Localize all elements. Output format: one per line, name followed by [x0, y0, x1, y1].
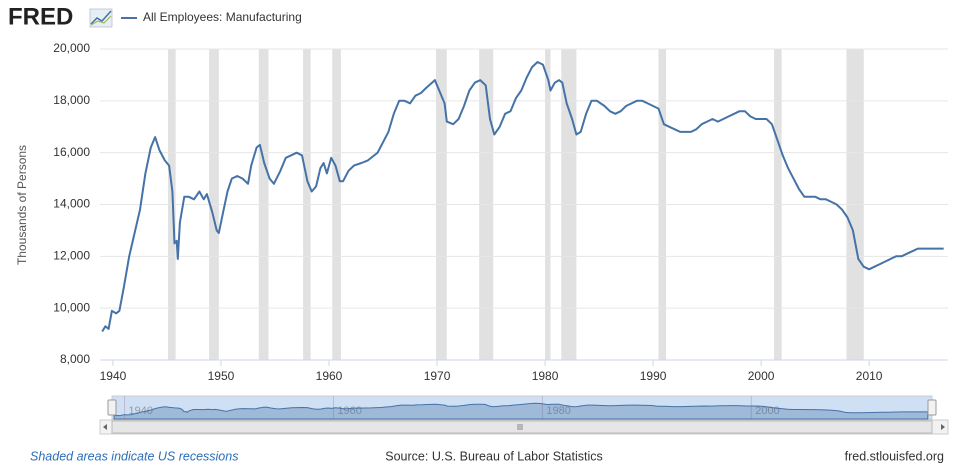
y-tick-label: 16,000: [53, 145, 90, 159]
x-tick-label: 1940: [100, 369, 127, 383]
logo: FRED: [8, 3, 73, 30]
recession-note[interactable]: Shaded areas indicate US recessions: [30, 449, 238, 463]
navigator-scrollbar[interactable]: [99, 419, 949, 435]
x-tick-label: 1960: [316, 369, 343, 383]
x-tick-label: 1990: [640, 369, 667, 383]
navigator-series: [113, 402, 929, 420]
y-tick-label: 20,000: [53, 41, 90, 55]
legend-label: All Employees: Manufacturing: [143, 10, 302, 24]
x-tick-label: 1970: [424, 369, 451, 383]
navigator-label: 1980: [546, 405, 570, 417]
y-axis-label: Thousands of Persons: [15, 145, 29, 265]
x-tick-label: 2010: [856, 369, 883, 383]
y-tick-label: 18,000: [53, 93, 90, 107]
navigator-handle[interactable]: [927, 399, 937, 416]
x-tick-label: 1980: [532, 369, 559, 383]
site-url[interactable]: fred.stlouisfed.org: [845, 449, 944, 463]
y-tick-label: 14,000: [53, 197, 90, 211]
logo-icon: [89, 8, 113, 28]
source: Source: U.S. Bureau of Labor Statistics: [385, 449, 602, 463]
x-tick-label: 1950: [208, 369, 235, 383]
y-tick-label: 12,000: [53, 249, 90, 263]
x-tick-label: 2000: [748, 369, 775, 383]
navigator-handle[interactable]: [107, 399, 117, 416]
series-line: [101, 61, 944, 333]
y-tick-label: 8,000: [60, 352, 90, 366]
y-tick-label: 10,000: [53, 300, 90, 314]
